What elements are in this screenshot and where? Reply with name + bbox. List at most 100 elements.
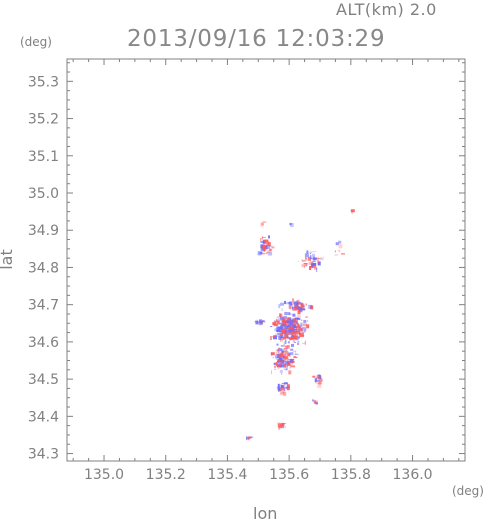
echo-pixel [312, 251, 317, 253]
echo-pixel [316, 268, 318, 272]
echo-pixel [280, 354, 285, 358]
echo-pixel [298, 337, 300, 339]
echo-pixel [287, 329, 289, 332]
echo-pixel [285, 360, 290, 365]
echo-pixel [265, 247, 267, 249]
echo-pixel [284, 349, 288, 354]
echo-pixel [290, 319, 295, 322]
echo-pixel [260, 244, 264, 249]
echo-pixel [276, 333, 281, 335]
echo-pixel [276, 364, 280, 368]
echo-pixel [278, 364, 283, 368]
echo-pixel [279, 369, 283, 373]
echo-pixel [265, 245, 270, 250]
echo-pixel [264, 249, 266, 252]
echo-pixel [298, 328, 303, 330]
echo-pixel [281, 308, 283, 311]
echo-pixel [350, 209, 355, 213]
echo-pixel [303, 319, 307, 323]
echo-pixel [284, 345, 289, 348]
echo-pixel [290, 337, 293, 340]
echo-pixel [290, 365, 292, 368]
echo-pixel [288, 321, 292, 325]
echo-pixel [293, 321, 296, 325]
echo-pixel [275, 355, 278, 360]
echo-pixel [295, 321, 298, 325]
x-axis-label: lon [253, 504, 278, 523]
echo-pixel [289, 356, 291, 357]
echo-pixel [272, 353, 275, 354]
echo-pixel [284, 320, 289, 323]
echo-pixel [270, 336, 272, 340]
echo-pixel [288, 325, 291, 327]
echo-pixel [279, 362, 282, 365]
echo-pixel [280, 334, 283, 338]
echo-pixel [294, 324, 296, 326]
y-tick-label: 35.1 [28, 149, 59, 165]
echo-pixel [280, 392, 284, 396]
echo-pixel [277, 332, 279, 337]
y-tick-label: 34.6 [28, 335, 59, 351]
echo-pixel [294, 329, 297, 331]
echo-pixel [295, 332, 298, 337]
echo-pixel [280, 388, 285, 391]
echo-pixel [304, 253, 309, 258]
echo-pixel [317, 383, 322, 385]
echo-pixel [291, 333, 295, 336]
echo-pixel [282, 359, 285, 364]
echo-pixel [289, 223, 294, 227]
echo-pixel [280, 302, 285, 306]
echo-pixel [313, 400, 316, 402]
echo-pixel [291, 325, 296, 328]
echo-pixel [280, 390, 283, 394]
echo-pixel [297, 310, 301, 315]
echo-pixel [279, 359, 281, 363]
echo-pixel [282, 425, 286, 428]
echo-pixel [298, 301, 302, 304]
echo-pixel [280, 356, 282, 360]
echo-pixel [278, 354, 282, 358]
echo-pixel [285, 386, 290, 388]
echo-pixel [316, 374, 321, 379]
echo-pixel [303, 263, 308, 264]
echo-pixel [311, 399, 314, 402]
echo-pixel [298, 326, 301, 328]
echo-pixel [278, 422, 282, 424]
echo-pixel [311, 263, 314, 266]
echo-pixel [310, 257, 314, 259]
echo-pixel [292, 329, 295, 331]
echo-pixel [284, 335, 289, 339]
echo-pixel [311, 261, 316, 262]
echo-pixel [314, 399, 316, 401]
echo-pixel [279, 332, 280, 336]
echo-pixel [317, 258, 321, 260]
echo-pixel [276, 318, 278, 321]
echo-pixel [289, 306, 292, 310]
echo-pixel [281, 350, 285, 353]
altitude-label: ALT(km) 2.0 [336, 0, 437, 19]
echo-pixel [280, 385, 284, 388]
echo-pixel [285, 323, 288, 325]
echo-pixel [283, 336, 286, 340]
echo-pixel [286, 357, 289, 359]
echo-pixel [278, 336, 282, 340]
echo-pixel [272, 336, 276, 338]
x-unit-label: (deg) [452, 484, 484, 498]
echo-pixel [300, 322, 303, 327]
echo-pixel [280, 339, 283, 342]
echo-pixel [281, 321, 284, 323]
echo-pixel [320, 257, 324, 261]
echo-pixel [268, 251, 273, 256]
echo-pixel [295, 350, 297, 354]
echo-pixel [286, 387, 288, 389]
echo-pixel [294, 304, 296, 308]
echo-pixel [281, 365, 285, 367]
echo-pixel [284, 330, 286, 334]
echo-pixel [260, 222, 264, 227]
chart-title: 2013/09/16 12:03:29 [127, 26, 386, 52]
echo-pixel [248, 436, 250, 441]
echo-pixel [269, 245, 273, 247]
echo-pixel [264, 239, 269, 243]
echo-pixel [274, 328, 279, 332]
